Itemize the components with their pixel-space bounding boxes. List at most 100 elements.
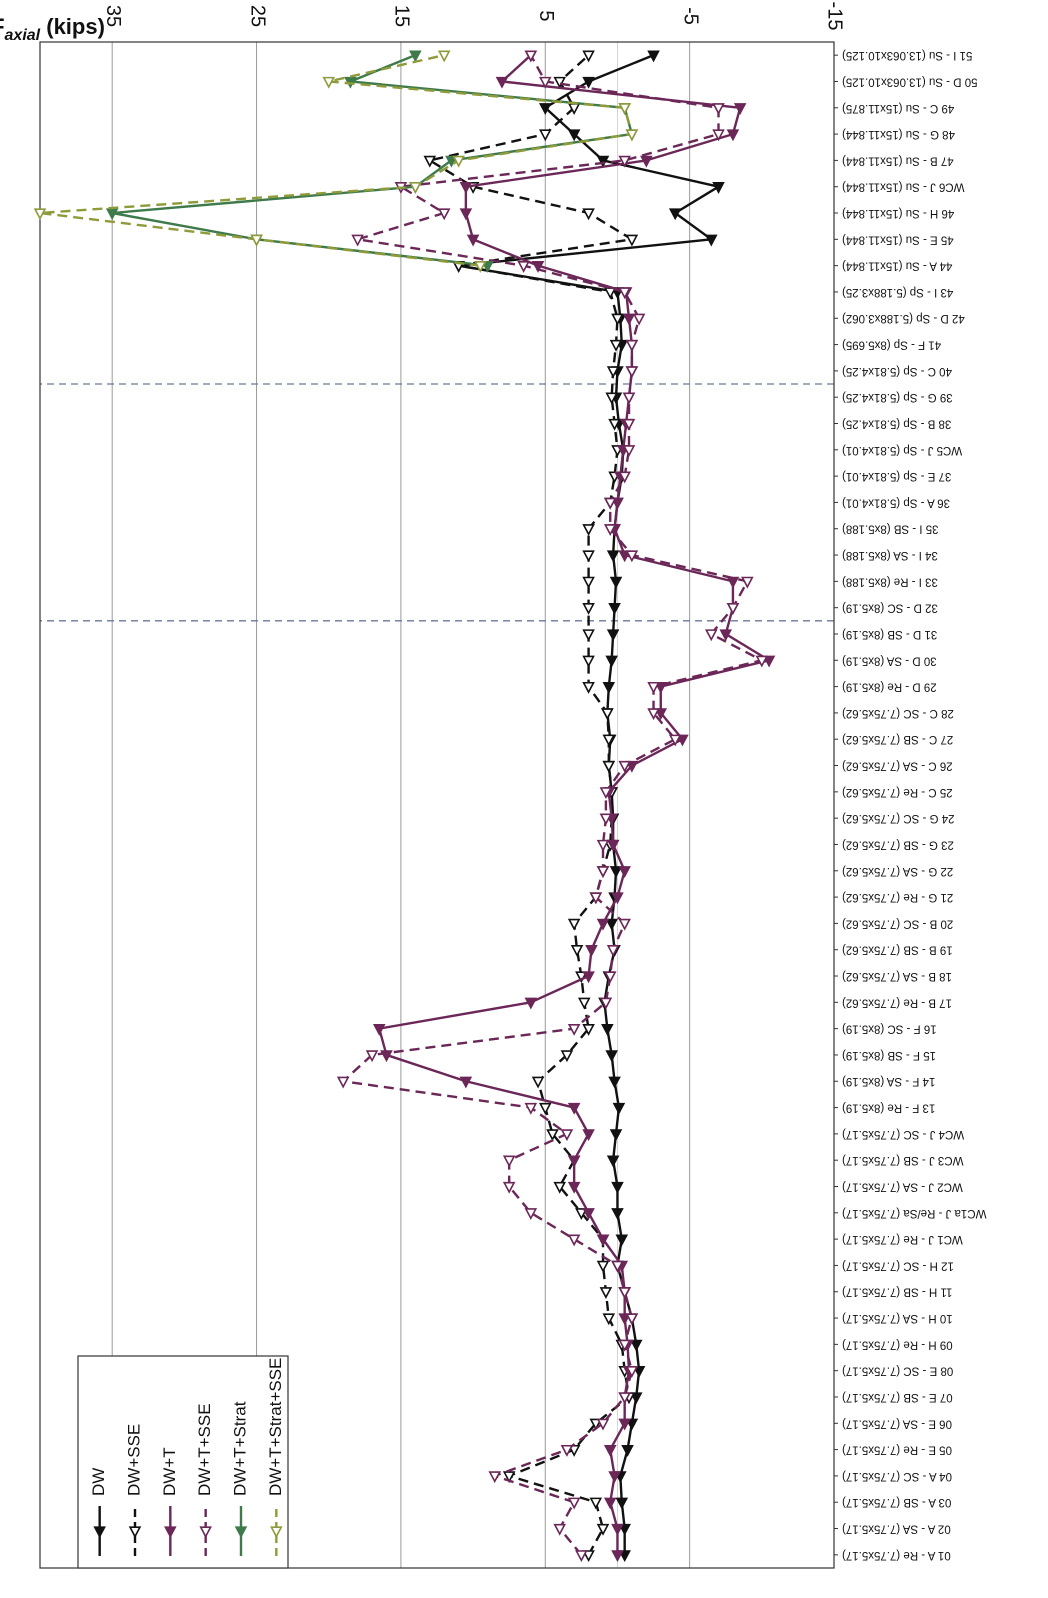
data-point: [618, 471, 631, 484]
category-label: 41 F - Sp (8x5.695): [842, 339, 941, 351]
data-point: [605, 1050, 618, 1063]
data-point: [596, 839, 610, 852]
data-point: [733, 103, 747, 115]
data-point: [502, 1471, 516, 1484]
data-point: [570, 945, 584, 957]
data-point: [589, 1418, 603, 1431]
data-point: [575, 1208, 588, 1221]
data-point: [668, 208, 682, 221]
data-point: [567, 1234, 581, 1247]
data-point: [606, 945, 620, 957]
y-axis-label-main: F: [0, 14, 5, 39]
y-tick-label: 15: [391, 5, 413, 27]
data-point: [719, 629, 733, 642]
data-point: [445, 155, 458, 168]
data-point: [582, 971, 595, 984]
data-point: [437, 208, 451, 221]
data-point: [567, 129, 581, 142]
data-point: [423, 155, 437, 168]
data-point: [560, 1444, 574, 1457]
data-point: [575, 1550, 588, 1563]
plot-border: [39, 41, 835, 1569]
data-point: [466, 234, 480, 247]
category-label: 02 A - SA (7.75x5.17): [842, 1523, 951, 1535]
data-point: [647, 50, 660, 63]
data-point: [606, 839, 620, 852]
y-tick-label: -15: [824, 2, 846, 31]
data-point: [538, 129, 552, 142]
data-point: [567, 1181, 581, 1194]
data-point: [618, 1339, 631, 1352]
data-point: [596, 1418, 610, 1431]
category-label: 04 A - SC (7.75x5.17): [842, 1470, 952, 1482]
data-point: [602, 760, 616, 773]
category-label: 13 F - Re (8x5.19): [842, 1102, 935, 1114]
data-point: [452, 155, 465, 168]
data-point: [585, 945, 598, 957]
data-point: [567, 1155, 581, 1168]
data-point: [589, 892, 603, 905]
category-label: 29 D - Re (8x5.19): [842, 681, 937, 693]
category-label: 16 F - SC (8x5.19): [842, 1023, 937, 1035]
data-point: [589, 1497, 603, 1510]
data-point: [582, 576, 595, 589]
data-point: [582, 1023, 595, 1036]
data-point: [582, 50, 595, 63]
data-point: [611, 497, 624, 510]
category-label: 47 B - Su (15x11.844): [842, 154, 954, 166]
data-point: [524, 997, 538, 1010]
y-axis-label-unit: (kips): [40, 14, 105, 39]
data-point: [654, 708, 668, 721]
legend-marker: [93, 1526, 106, 1539]
category-label: 17 B - Re (7.75x5.62): [842, 996, 952, 1008]
data-point: [517, 260, 530, 273]
data-point: [409, 50, 422, 63]
series-5: [33, 50, 639, 273]
category-label: 44 A - Su (15x11.844): [842, 260, 953, 272]
legend-marker: [234, 1526, 248, 1539]
category-label: 46 H - Su (15x11.844): [842, 207, 954, 219]
data-point: [603, 287, 617, 300]
data-point: [524, 1102, 538, 1115]
data-point: [705, 234, 718, 247]
data-point: [488, 1471, 502, 1484]
data-point: [603, 524, 617, 536]
data-point: [596, 155, 610, 168]
data-point: [605, 392, 618, 405]
category-label: WC1a J - Re/Sa (7.75x5.17): [842, 1207, 987, 1219]
category-label: 48 G - Su (15x11.844): [842, 128, 955, 140]
y-axis-ticks: 35 25 15 5 -5 -15: [102, 2, 846, 31]
data-point: [575, 971, 588, 984]
y-tick-label: 5: [535, 10, 557, 21]
data-point: [618, 550, 631, 563]
data-point: [712, 129, 725, 142]
category-label: 37 E - Sp (5.81x4.01): [842, 470, 951, 482]
data-point: [502, 1155, 516, 1168]
category-label: 19 B - SB (7.75x5.62): [842, 944, 953, 956]
data-point: [629, 1392, 643, 1405]
series-line: [341, 54, 764, 1556]
data-point: [582, 550, 595, 563]
legend-marker: [270, 1526, 283, 1539]
data-point: [615, 1234, 629, 1247]
category-label: 38 B - Sp (5.81x4.25): [842, 417, 951, 429]
data-point: [606, 1155, 620, 1168]
data-point: [676, 734, 689, 747]
category-label: 49 C - Su (15x11.875): [842, 102, 954, 114]
data-point: [647, 681, 660, 694]
category-label: 12 H - SC (7.75x5.17): [842, 1259, 954, 1271]
data-point: [762, 655, 776, 668]
category-label: 11 H - SB (7.75x5.17): [842, 1286, 953, 1298]
data-point: [611, 1181, 624, 1194]
data-point: [618, 1287, 631, 1299]
data-point: [372, 1023, 386, 1036]
category-label: 24 G - SC (7.75x5.62): [842, 812, 955, 824]
series-3: [336, 50, 769, 1563]
category-label: 45 E - Su (15x11.844): [842, 233, 954, 245]
data-point: [459, 208, 473, 221]
data-point: [622, 313, 636, 326]
data-point: [322, 76, 336, 89]
data-point: [33, 208, 47, 221]
data-point: [605, 918, 618, 931]
category-label: 42 D - Sp (5.188x3.062): [842, 312, 965, 324]
